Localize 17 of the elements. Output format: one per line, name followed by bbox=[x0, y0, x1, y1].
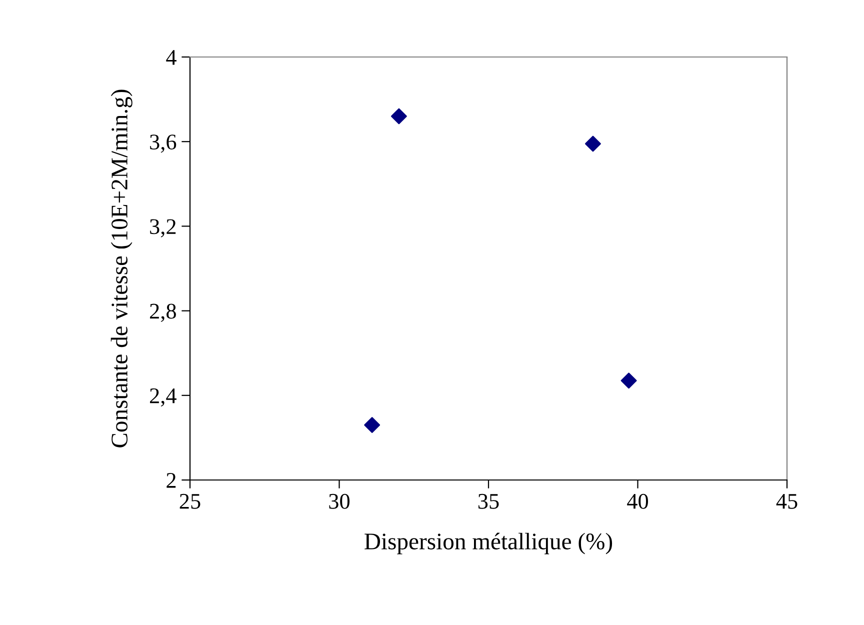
y-tick-label: 3,2 bbox=[150, 219, 176, 238]
x-tick-label: 30 bbox=[329, 494, 350, 509]
x-tick-label: 45 bbox=[776, 494, 798, 509]
y-tick-label: 3,6 bbox=[150, 134, 176, 153]
point bbox=[584, 136, 601, 152]
x-tick-label: 25 bbox=[180, 494, 200, 509]
point bbox=[364, 417, 380, 433]
point bbox=[390, 108, 407, 124]
y-tick-label: 2 bbox=[166, 472, 176, 488]
x-axis-title: Dispersion métallique (%) bbox=[364, 532, 612, 554]
y-tick-label: 2,4 bbox=[150, 388, 176, 407]
y-tick-label: 4 bbox=[166, 50, 176, 65]
x-tick-label: 35 bbox=[478, 494, 499, 509]
y-axis-title: Constante de vitesse (10E+2M/min.g) bbox=[110, 90, 132, 448]
x-tick-label: 40 bbox=[627, 494, 648, 509]
point bbox=[620, 372, 637, 389]
y-tick-label: 2,8 bbox=[150, 304, 176, 322]
